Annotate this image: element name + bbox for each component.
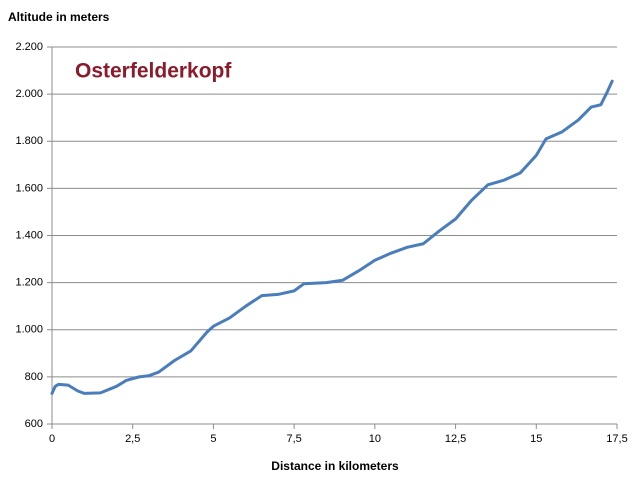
chart-title: Osterfelderkopf bbox=[75, 60, 232, 83]
y-tick-label: 2.000 bbox=[15, 88, 43, 100]
y-tick-label: 600 bbox=[25, 418, 43, 430]
y-tick-label: 2.200 bbox=[15, 41, 43, 53]
x-tick-label: 7,5 bbox=[286, 433, 301, 445]
y-tick-label: 800 bbox=[25, 371, 43, 383]
x-tick-label: 5 bbox=[210, 433, 216, 445]
y-tick-label: 1.000 bbox=[15, 324, 43, 336]
y-tick-label: 1.800 bbox=[15, 135, 43, 147]
y-tick-label: 1.600 bbox=[15, 182, 43, 194]
x-tick-label: 0 bbox=[49, 433, 55, 445]
y-axis-title: Altitude in meters bbox=[8, 10, 110, 24]
line bbox=[50, 79, 614, 395]
x-tick-label: 10 bbox=[369, 433, 381, 445]
x-axis-title: Distance in kilometers bbox=[271, 459, 399, 473]
x-tick-label: 17,5 bbox=[606, 433, 627, 445]
x-tick-label: 12,5 bbox=[445, 433, 466, 445]
x-tick-label: 2,5 bbox=[125, 433, 140, 445]
y-tick-label: 1.400 bbox=[15, 229, 43, 241]
y-tick-label: 1.200 bbox=[15, 277, 43, 289]
x-tick-label: 15 bbox=[530, 433, 542, 445]
